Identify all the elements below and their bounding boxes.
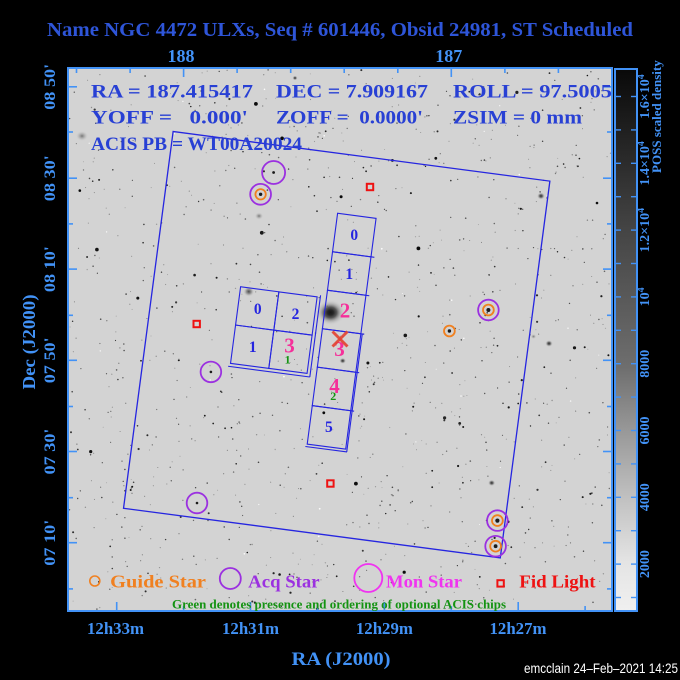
svg-text:ROLL = 97.5005: ROLL = 97.5005: [453, 82, 612, 103]
svg-text:Guide Star: Guide Star: [110, 572, 206, 592]
svg-text:RA (J2000): RA (J2000): [292, 649, 391, 670]
svg-text:Mon Star: Mon Star: [386, 572, 462, 592]
svg-text:4000: 4000: [638, 483, 653, 511]
svg-text:08 50': 08 50': [42, 64, 59, 110]
svg-text:1: 1: [345, 266, 353, 283]
svg-text:ZSIM = 0 mm: ZSIM = 0 mm: [453, 108, 582, 129]
svg-text:12h27m: 12h27m: [490, 619, 547, 638]
svg-text:08 10': 08 10': [42, 246, 59, 292]
svg-text:POSS scaled density: POSS scaled density: [649, 60, 664, 173]
svg-text:07 50': 07 50': [42, 337, 59, 383]
svg-text:2: 2: [330, 389, 336, 403]
svg-text:emcclain 24–Feb–2021 14:25: emcclain 24–Feb–2021 14:25: [524, 661, 678, 676]
svg-text:1: 1: [285, 353, 291, 367]
svg-text:12h31m: 12h31m: [222, 619, 279, 638]
svg-text:1.4×104: 1.4×104: [636, 141, 653, 185]
svg-text:Fid Light: Fid Light: [519, 572, 595, 592]
svg-text:2000: 2000: [638, 550, 653, 578]
svg-text:Green denotes presence and ord: Green denotes presence and ordering of o…: [172, 598, 506, 612]
svg-text:ZOFF = 0.0000': ZOFF = 0.0000': [276, 108, 423, 129]
svg-text:12h29m: 12h29m: [356, 619, 413, 638]
svg-text:3: 3: [334, 337, 345, 361]
svg-text:1: 1: [249, 339, 257, 356]
svg-text:2: 2: [292, 306, 300, 323]
svg-text:DEC = 7.909167: DEC = 7.909167: [276, 82, 429, 103]
svg-text:188: 188: [168, 46, 195, 66]
svg-text:5: 5: [325, 419, 333, 436]
svg-text:08 30': 08 30': [42, 155, 59, 201]
svg-text:07 30': 07 30': [42, 429, 59, 475]
svg-text:1.2×104: 1.2×104: [636, 208, 653, 252]
svg-text:Name NGC 4472 ULXs, Seq # 6014: Name NGC 4472 ULXs, Seq # 601446, Obsid …: [47, 19, 633, 41]
svg-text:3: 3: [284, 334, 295, 358]
svg-text:07 10': 07 10': [42, 520, 59, 566]
svg-text:RA = 187.415417: RA = 187.415417: [91, 82, 254, 103]
svg-text:4: 4: [329, 374, 340, 398]
svg-text:12h33m: 12h33m: [87, 619, 144, 638]
svg-text:Acq Star: Acq Star: [248, 572, 319, 592]
svg-text:ACIS PB = WT00A20024: ACIS PB = WT00A20024: [91, 134, 303, 155]
svg-text:0: 0: [254, 301, 262, 318]
svg-text:0: 0: [350, 227, 358, 244]
svg-text:8000: 8000: [638, 350, 653, 378]
svg-text:187: 187: [435, 46, 462, 66]
svg-text:Dec (J2000): Dec (J2000): [19, 294, 40, 389]
svg-text:YOFF = 0.000': YOFF = 0.000': [91, 108, 248, 129]
svg-text:1.6×104: 1.6×104: [636, 74, 653, 118]
svg-text:2: 2: [340, 299, 351, 323]
svg-text:6000: 6000: [638, 417, 653, 445]
